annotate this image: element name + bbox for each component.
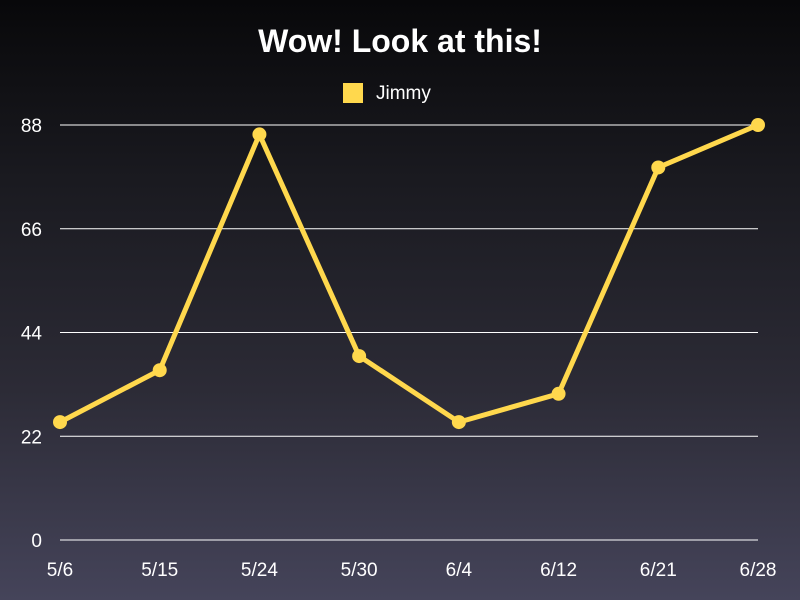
- x-tick-label-7: 6/28: [740, 560, 777, 581]
- x-axis-tick-labels: 5/6 5/15 5/24 5/30 6/4 6/12 6/21 6/28: [47, 560, 777, 581]
- x-tick-label-3: 5/30: [341, 560, 378, 581]
- y-tick-label-88: 88: [21, 116, 42, 137]
- y-tick-label-0: 0: [31, 531, 42, 552]
- y-tick-label-44: 44: [21, 324, 43, 345]
- data-point-0-0: [53, 415, 67, 429]
- x-tick-label-2: 5/24: [241, 560, 278, 581]
- y-axis-tick-labels: 0 22 44 66 88: [21, 116, 43, 552]
- data-point-0-7: [751, 118, 765, 132]
- x-tick-label-0: 5/6: [47, 560, 73, 581]
- y-tick-label-22: 22: [21, 427, 42, 448]
- data-point-0-2: [252, 127, 266, 141]
- x-tick-label-1: 5/15: [141, 560, 178, 581]
- data-point-0-1: [153, 363, 167, 377]
- chart-title: Wow! Look at this!: [258, 23, 542, 59]
- data-point-0-6: [651, 160, 665, 174]
- y-tick-label-66: 66: [21, 220, 42, 241]
- data-point-0-3: [352, 349, 366, 363]
- series-layer: [53, 118, 765, 429]
- x-tick-label-5: 6/12: [540, 560, 577, 581]
- gridlines: [60, 125, 758, 540]
- legend: Jimmy: [343, 83, 431, 104]
- legend-swatch-jimmy: [343, 83, 363, 103]
- legend-label-jimmy: Jimmy: [376, 83, 431, 104]
- x-tick-label-4: 6/4: [446, 560, 473, 581]
- x-tick-label-6: 6/21: [640, 560, 677, 581]
- data-point-0-5: [552, 387, 566, 401]
- data-point-0-4: [452, 415, 466, 429]
